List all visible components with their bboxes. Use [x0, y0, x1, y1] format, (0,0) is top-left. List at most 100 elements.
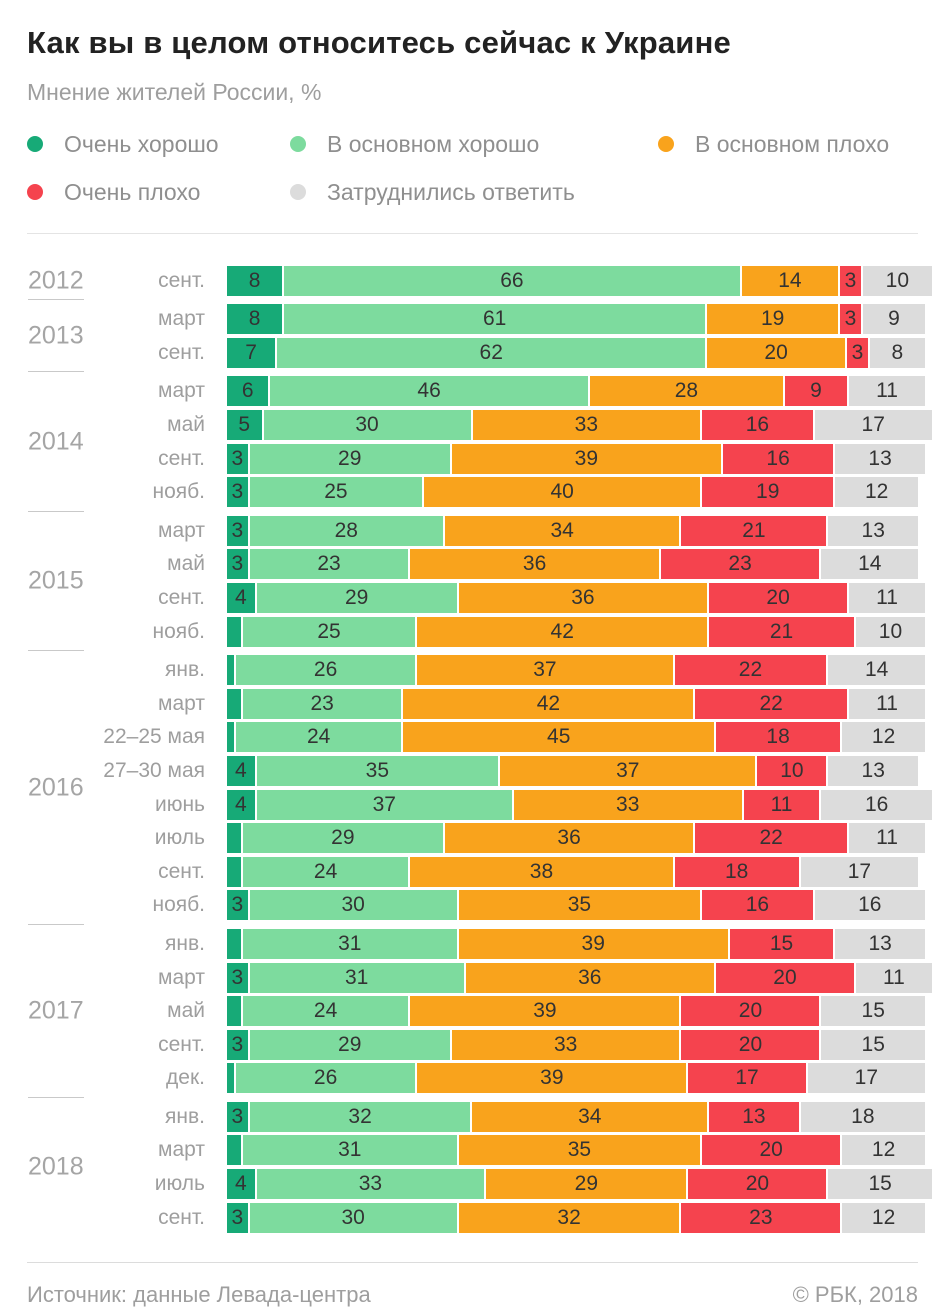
- bar-segment: 16: [821, 789, 932, 820]
- bar-segment: 13: [835, 443, 925, 474]
- bar-segment: 42: [417, 616, 708, 647]
- bar-value-label: 34: [550, 518, 574, 542]
- bar-value-label: 22: [759, 691, 783, 715]
- bar-value-label: 37: [533, 658, 557, 682]
- bar-segment: [227, 928, 241, 959]
- bar-value-label: 21: [742, 518, 766, 542]
- bar-value-label: 18: [851, 1104, 875, 1128]
- bar-segment: [227, 722, 234, 753]
- bar-segment: 12: [842, 1135, 925, 1166]
- bar-segment: 30: [249, 1202, 457, 1233]
- footer-divider: [27, 1261, 918, 1263]
- bar-segment: 17: [807, 1063, 925, 1094]
- bar-value-label: 36: [571, 585, 595, 609]
- bar-stack: 6 46 28 9 11: [227, 376, 925, 407]
- year-group: 2013 март 8 61 19 3 9 сент. 7 62 20 3 8: [27, 304, 925, 368]
- bar-row: июнь 4 37 33 11 16: [27, 789, 932, 820]
- bar-value-label: 24: [313, 999, 338, 1023]
- bar-value-label: 12: [871, 725, 896, 749]
- bar-stack: 5 30 33 16 17: [227, 410, 932, 441]
- month-label: сент.: [158, 1032, 205, 1056]
- bar-stack: 4 35 37 10 13: [227, 755, 919, 786]
- bar-value-label: 14: [858, 552, 882, 576]
- bar-segment: 36: [458, 582, 708, 613]
- bar-value-label: 3: [844, 307, 857, 331]
- bar-value-label: 36: [557, 826, 581, 850]
- bar-segment: 29: [486, 1169, 687, 1200]
- bar-value-label: 23: [310, 691, 334, 715]
- bar-segment: 22: [674, 655, 827, 686]
- bar-segment: 11: [855, 962, 932, 993]
- bar-segment: 61: [284, 304, 706, 335]
- bar-value-label: 14: [778, 268, 802, 292]
- bar-row: март 31 35 20 12: [27, 1135, 925, 1166]
- bar-value-label: 20: [773, 965, 797, 989]
- bar-value-label: 4: [234, 585, 247, 609]
- bar-value-label: 20: [738, 999, 763, 1023]
- bar-row: нояб. 3 30 35 16 16: [27, 890, 925, 921]
- bar-segment: 35: [256, 755, 499, 786]
- bar-value-label: 13: [861, 518, 885, 542]
- bar-row: дек. 26 39 17 17: [27, 1063, 925, 1094]
- bar-value-label: 17: [735, 1066, 759, 1090]
- bar-segment: 38: [410, 856, 673, 887]
- bar-value-label: 38: [529, 859, 554, 883]
- bar-segment: 14: [821, 549, 919, 580]
- bar-value-label: 66: [500, 268, 524, 292]
- bar-value-label: 13: [861, 758, 885, 782]
- bar-row: май 24 39 20 15: [27, 996, 925, 1027]
- footer-source: Источник: данные Левада-центра: [27, 1281, 371, 1307]
- legend-dot-icon: [658, 136, 674, 153]
- bar-segment: 30: [263, 410, 471, 441]
- bar-stack: 29 36 22 11: [227, 823, 925, 854]
- bar-value-label: 11: [883, 965, 905, 989]
- bar-segment: 8: [227, 265, 283, 296]
- bar-segment: 3: [847, 337, 868, 368]
- bar-segment: 17: [814, 410, 932, 441]
- year-group: 2015 март 3 28 34 21 13 май 3 23 36 23 14 сент. 4 29 36 2…: [27, 515, 925, 647]
- year-label: 2015: [28, 566, 84, 595]
- bar-value-label: 21: [769, 619, 794, 643]
- bar-segment: 18: [674, 856, 799, 887]
- bar-value-label: 20: [766, 585, 790, 609]
- bar-segment: 34: [472, 1101, 708, 1132]
- bar-segment: 14: [828, 655, 925, 686]
- bar-segment: 36: [410, 549, 659, 580]
- bar-value-label: 12: [865, 480, 889, 504]
- bar-value-label: 30: [341, 893, 365, 917]
- bar-segment: 37: [256, 789, 512, 820]
- bar-value-label: 3: [844, 268, 857, 292]
- bar-segment: 14: [741, 265, 839, 296]
- month-label: сент.: [158, 340, 205, 364]
- bar-value-label: 36: [522, 552, 547, 576]
- bar-row: сент. 3 29 33 20 15: [27, 1029, 925, 1060]
- bar-segment: 36: [465, 962, 714, 993]
- year-group-divider: [28, 510, 84, 512]
- bar-segment: 3: [227, 477, 248, 508]
- legend-item-label: Затруднились ответить: [327, 178, 575, 205]
- bar-segment: 4: [227, 755, 255, 786]
- bar-segment: 39: [417, 1063, 687, 1094]
- bar-value-label: 20: [745, 1172, 770, 1196]
- bar-segment: 5: [227, 410, 262, 441]
- year-group: 2014 март 6 46 28 9 11 май 5 30 33 16 17 сент. 3 29 39 16…: [27, 376, 932, 508]
- bar-stack: 3 30 35 16 16: [227, 890, 925, 921]
- bar-stack: 3 29 39 16 13: [227, 443, 925, 474]
- bar-value-label: 32: [348, 1104, 372, 1128]
- bar-segment: 25: [242, 616, 416, 647]
- bar-stack: 25 42 21 10: [227, 616, 925, 647]
- bar-stack: 24 39 20 15: [227, 996, 925, 1027]
- bar-segment: 20: [702, 1135, 841, 1166]
- bar-value-label: 17: [854, 1066, 878, 1090]
- bar-segment: 30: [249, 890, 457, 921]
- bar-value-label: 34: [578, 1104, 602, 1128]
- bar-value-label: 28: [674, 379, 699, 403]
- bar-value-label: 24: [313, 859, 338, 883]
- bar-stack: 4 29 36 20 11: [227, 582, 925, 613]
- year-group: 2012 сент. 8 66 14 3 10: [27, 265, 932, 296]
- bar-segment: 26: [235, 1063, 416, 1094]
- legend-item: Затруднились ответить: [290, 179, 658, 206]
- month-label: нояб.: [152, 480, 205, 504]
- bar-value-label: 35: [567, 1138, 592, 1162]
- bar-segment: 23: [681, 1202, 841, 1233]
